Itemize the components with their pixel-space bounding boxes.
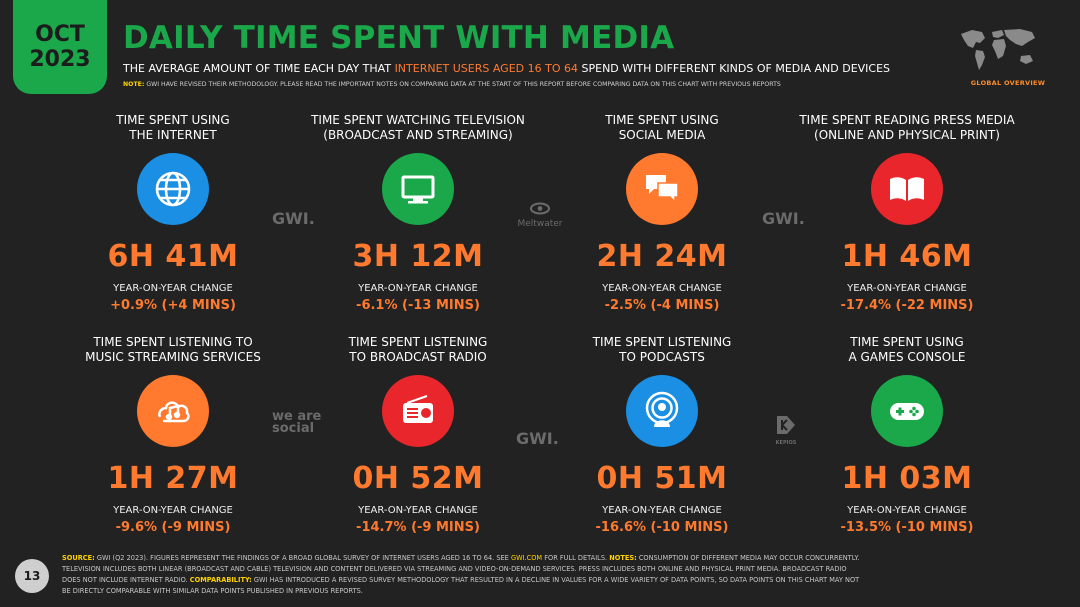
yoy-label: YEAR-ON-YEAR CHANGE bbox=[113, 283, 233, 294]
meltwater-logo-icon bbox=[530, 202, 550, 215]
gwi-link[interactable]: GWI.COM bbox=[510, 554, 543, 562]
card-label-line: MUSIC STREAMING SERVICES bbox=[85, 350, 261, 364]
we-are-social-watermark: we are social bbox=[272, 409, 322, 436]
time-value: 1H 46M bbox=[841, 239, 973, 274]
subtitle-post: SPEND WITH DIFFERENT KINDS OF MEDIA AND … bbox=[578, 62, 891, 75]
yoy-label: YEAR-ON-YEAR CHANGE bbox=[358, 283, 478, 294]
kepios-logo-icon bbox=[777, 416, 795, 434]
podcast-icon bbox=[626, 375, 698, 447]
gwi-watermark: GWI. bbox=[516, 429, 559, 448]
card-label-line: TIME SPENT WATCHING TELEVISION bbox=[311, 113, 525, 127]
card-label-line: TIME SPENT LISTENING bbox=[348, 335, 488, 349]
card-press-media: TIME SPENT READING PRESS MEDIA (ONLINE AN… bbox=[787, 113, 1027, 313]
globe-icon bbox=[137, 153, 209, 225]
time-value: 1H 27M bbox=[107, 461, 239, 496]
card-label: TIME SPENT LISTENING TO MUSIC STREAMING S… bbox=[53, 335, 293, 365]
yoy-label: YEAR-ON-YEAR CHANGE bbox=[602, 505, 722, 516]
note-text: GWI HAVE REVISED THEIR METHODOLOGY. PLEA… bbox=[144, 81, 781, 88]
card-label-line: TO BROADCAST RADIO bbox=[349, 350, 487, 364]
yoy-value: -2.5% (-4 MINS) bbox=[604, 298, 720, 313]
yoy-label: YEAR-ON-YEAR CHANGE bbox=[113, 505, 233, 516]
card-label-line: THE INTERNET bbox=[129, 128, 217, 142]
subtitle-pre: THE AVERAGE AMOUNT OF TIME EACH DAY THAT bbox=[123, 62, 395, 75]
yoy-label: YEAR-ON-YEAR CHANGE bbox=[847, 283, 967, 294]
yoy-value: -6.1% (-13 MINS) bbox=[356, 298, 480, 313]
yoy-value: -9.6% (-9 MINS) bbox=[115, 520, 231, 535]
yoy-label: YEAR-ON-YEAR CHANGE bbox=[602, 283, 722, 294]
source-text: GWI (Q2 2023). FIGURES REPRESENT THE FIN… bbox=[94, 554, 511, 562]
notes-label: NOTES: bbox=[609, 554, 637, 562]
card-label-line: TIME SPENT USING bbox=[850, 335, 964, 349]
meltwater-watermark: Meltwater bbox=[512, 200, 568, 229]
meltwater-label: Meltwater bbox=[517, 219, 563, 229]
source-label: SOURCE: bbox=[62, 554, 95, 562]
yoy-value: -17.4% (-22 MINS) bbox=[840, 298, 974, 313]
card-label-line: A GAMES CONSOLE bbox=[848, 350, 966, 364]
page-subtitle: THE AVERAGE AMOUNT OF TIME EACH DAY THAT… bbox=[123, 62, 890, 75]
comparability-text: GWI HAS INTRODUCED A REVISED SURVEY METH… bbox=[62, 576, 860, 595]
card-podcasts: TIME SPENT LISTENING TO PODCASTS 0H 51M Y… bbox=[542, 335, 782, 535]
card-label-line: (ONLINE AND PHYSICAL PRINT) bbox=[814, 128, 1000, 142]
gwi-watermark: GWI. bbox=[762, 209, 805, 228]
card-internet: TIME SPENT USING THE INTERNET 6H 41M YEAR… bbox=[53, 113, 293, 313]
subtitle-highlight: INTERNET USERS AGED 16 TO 64 bbox=[394, 62, 578, 75]
card-label-line: SOCIAL MEDIA bbox=[618, 128, 706, 142]
card-label: TIME SPENT USING THE INTERNET bbox=[53, 113, 293, 143]
card-label: TIME SPENT READING PRESS MEDIA (ONLINE AN… bbox=[787, 113, 1027, 143]
yoy-value: -14.7% (-9 MINS) bbox=[356, 520, 480, 535]
notes-text: CONSUMPTION OF DIFFERENT MEDIA MAY OCCUR… bbox=[62, 554, 860, 584]
card-television: TIME SPENT WATCHING TELEVISION (BROADCAST… bbox=[298, 113, 538, 313]
yoy-value: -16.6% (-10 MINS) bbox=[595, 520, 729, 535]
yoy-value: -13.5% (-10 MINS) bbox=[840, 520, 974, 535]
card-games-console: TIME SPENT USING A GAMES CONSOLE 1H 03M Y… bbox=[787, 335, 1027, 535]
page-number: 13 bbox=[15, 559, 49, 593]
kepios-watermark: KEPIOS bbox=[772, 414, 800, 446]
date-badge: OCT 2023 bbox=[13, 0, 107, 94]
card-label-line: TIME SPENT USING bbox=[605, 113, 719, 127]
card-label-line: TIME SPENT LISTENING bbox=[592, 335, 732, 349]
chat-bubbles-icon bbox=[626, 153, 698, 225]
card-label: TIME SPENT USING SOCIAL MEDIA bbox=[542, 113, 782, 143]
date-month: OCT bbox=[35, 22, 85, 47]
methodology-note: NOTE: GWI HAVE REVISED THEIR METHODOLOGY… bbox=[123, 81, 781, 88]
time-value: 2H 24M bbox=[596, 239, 728, 274]
yoy-value: +0.9% (+4 MINS) bbox=[110, 298, 236, 313]
time-value: 1H 03M bbox=[841, 461, 973, 496]
time-value: 0H 52M bbox=[352, 461, 484, 496]
television-icon bbox=[382, 153, 454, 225]
card-music-streaming: TIME SPENT LISTENING TO MUSIC STREAMING S… bbox=[53, 335, 293, 535]
card-social-media: TIME SPENT USING SOCIAL MEDIA 2H 24M YEAR… bbox=[542, 113, 782, 313]
source-text: FOR FULL DETAILS. bbox=[542, 554, 610, 562]
page-title: DAILY TIME SPENT WITH MEDIA bbox=[123, 20, 675, 56]
gamepad-icon bbox=[871, 375, 943, 447]
time-value: 3H 12M bbox=[352, 239, 484, 274]
gwi-watermark: GWI. bbox=[272, 209, 315, 228]
global-overview-label: GLOBAL OVERVIEW bbox=[970, 79, 1046, 87]
time-value: 6H 41M bbox=[107, 239, 239, 274]
radio-icon bbox=[382, 375, 454, 447]
open-book-icon bbox=[871, 153, 943, 225]
card-label-line: TIME SPENT READING PRESS MEDIA bbox=[799, 113, 1015, 127]
card-label-line: TO PODCASTS bbox=[619, 350, 705, 364]
card-label-line: TIME SPENT LISTENING TO bbox=[93, 335, 253, 349]
source-notes: SOURCE: GWI (Q2 2023). FIGURES REPRESENT… bbox=[62, 553, 862, 597]
card-label-line: (BROADCAST AND STREAMING) bbox=[323, 128, 513, 142]
card-label-line: TIME SPENT USING bbox=[116, 113, 230, 127]
card-label: TIME SPENT LISTENING TO BROADCAST RADIO bbox=[298, 335, 538, 365]
note-label: NOTE: bbox=[123, 81, 145, 88]
comparability-label: COMPARABILITY: bbox=[189, 576, 252, 584]
time-value: 0H 51M bbox=[596, 461, 728, 496]
kepios-label: KEPIOS bbox=[775, 440, 797, 446]
world-map-icon bbox=[961, 29, 1035, 70]
card-label: TIME SPENT USING A GAMES CONSOLE bbox=[787, 335, 1027, 365]
card-label: TIME SPENT WATCHING TELEVISION (BROADCAST… bbox=[298, 113, 538, 143]
card-label: TIME SPENT LISTENING TO PODCASTS bbox=[542, 335, 782, 365]
date-year: 2023 bbox=[29, 47, 91, 72]
yoy-label: YEAR-ON-YEAR CHANGE bbox=[358, 505, 478, 516]
card-broadcast-radio: TIME SPENT LISTENING TO BROADCAST RADIO 0… bbox=[298, 335, 538, 535]
music-cloud-icon bbox=[137, 375, 209, 447]
yoy-label: YEAR-ON-YEAR CHANGE bbox=[847, 505, 967, 516]
